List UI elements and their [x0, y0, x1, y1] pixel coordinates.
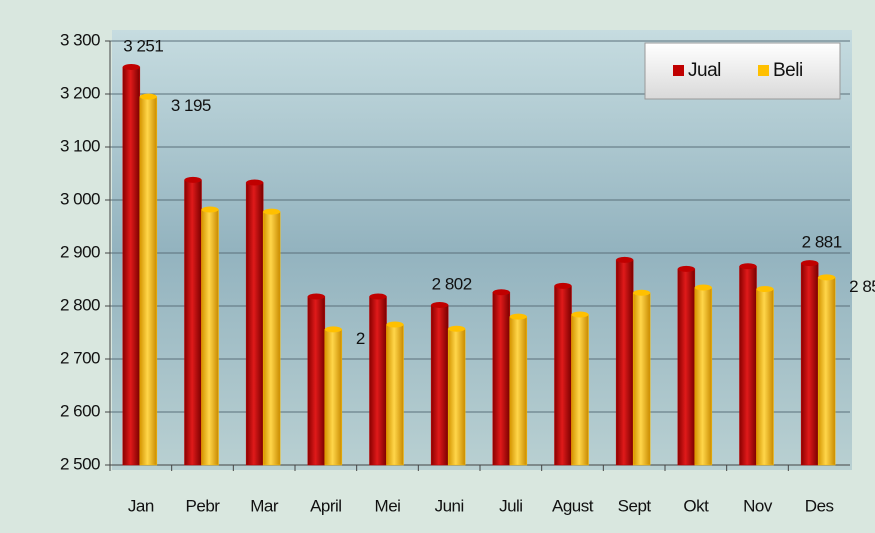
- bar: [492, 291, 511, 466]
- bar-cap: [694, 284, 712, 291]
- bar-cap: [616, 256, 634, 263]
- bar-cap: [633, 289, 651, 296]
- bar-cap: [369, 293, 387, 300]
- bar-cap: [571, 311, 589, 318]
- bar-cap: [263, 208, 281, 215]
- y-tick-label: 3 200: [60, 83, 100, 102]
- bar: [369, 296, 387, 466]
- y-tick-label: 2 500: [60, 454, 100, 473]
- bar: [447, 328, 466, 466]
- y-tick-label: 2 700: [60, 348, 100, 367]
- bar-cap: [801, 260, 819, 267]
- bar-cap: [492, 289, 510, 296]
- x-tick-label: Des: [805, 496, 834, 515]
- x-tick-label: Nov: [743, 496, 773, 515]
- bar-cap: [386, 321, 404, 328]
- bar-cap: [246, 179, 264, 186]
- bar-cap: [324, 326, 342, 333]
- bar: [632, 292, 651, 466]
- bar-cap: [818, 274, 836, 281]
- bar: [817, 277, 836, 466]
- y-tick-label: 2 900: [60, 242, 100, 261]
- x-tick-label: Agust: [552, 496, 594, 515]
- bar-cap: [201, 206, 219, 213]
- bar-cap: [554, 282, 572, 289]
- bar-cap: [756, 286, 774, 293]
- bar: [324, 329, 343, 466]
- x-tick-label: Juli: [499, 496, 523, 515]
- plot-area: [112, 30, 852, 470]
- legend-label: Beli: [773, 60, 803, 81]
- bar: [122, 66, 141, 466]
- bar: [756, 288, 774, 466]
- legend-swatch: [673, 65, 684, 76]
- x-tick-label: Pebr: [186, 496, 221, 515]
- x-tick-label: Okt: [683, 496, 709, 515]
- x-tick-label: Mei: [375, 496, 401, 515]
- bar: [386, 324, 404, 466]
- data-label: 2 802: [432, 274, 472, 293]
- x-tick-label: Jan: [128, 496, 154, 515]
- legend-swatch: [758, 65, 769, 76]
- bar-cap: [677, 265, 695, 272]
- data-label: 2 854: [849, 277, 875, 296]
- bar: [739, 266, 757, 466]
- y-tick-label: 3 100: [60, 136, 100, 155]
- bar: [245, 182, 264, 466]
- bar-cap: [307, 293, 325, 300]
- bar: [615, 259, 634, 466]
- bar: [800, 262, 819, 466]
- bar: [307, 296, 326, 466]
- data-label: 3 195: [171, 96, 211, 115]
- bar: [571, 314, 589, 466]
- bar-cap: [431, 301, 449, 308]
- bar-cap: [139, 93, 157, 100]
- bar: [262, 211, 281, 466]
- data-label: 3 251: [123, 36, 163, 55]
- x-tick-label: Mar: [250, 496, 279, 515]
- x-tick-label: Juni: [435, 496, 464, 515]
- x-tick-label: Sept: [618, 496, 652, 515]
- bar-cap: [184, 176, 202, 183]
- y-tick-label: 2 800: [60, 295, 100, 314]
- legend-label: Jual: [688, 60, 721, 81]
- bar: [184, 179, 202, 466]
- y-tick-label: 3 000: [60, 189, 100, 208]
- y-tick-label: 3 300: [60, 30, 100, 49]
- bar: [554, 285, 572, 466]
- bar: [139, 96, 158, 466]
- bar-cap: [509, 313, 527, 320]
- bar-cap: [122, 63, 140, 70]
- bar: [201, 209, 219, 466]
- y-tick-label: 2 600: [60, 401, 100, 420]
- bar-cap: [448, 325, 466, 332]
- bar: [509, 316, 528, 466]
- bar: [430, 304, 449, 466]
- x-tick-label: April: [310, 496, 342, 515]
- bar-cap: [739, 263, 757, 270]
- bar: [694, 287, 713, 466]
- bar: [677, 268, 696, 466]
- data-label: 2 881: [802, 233, 842, 252]
